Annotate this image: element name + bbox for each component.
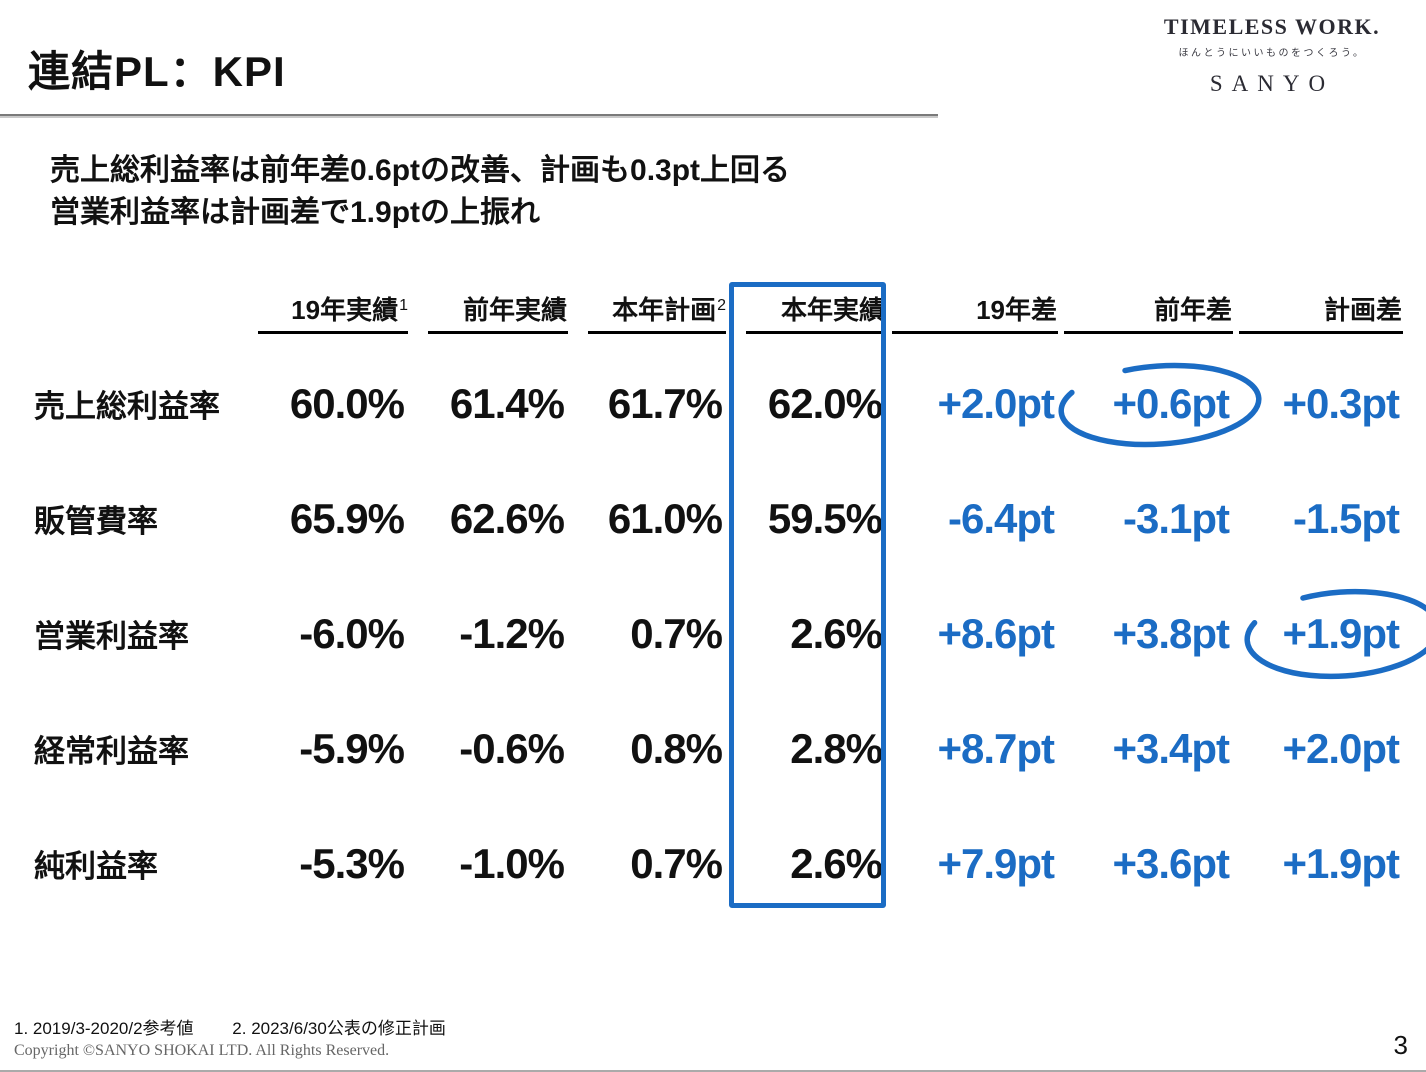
- column-header-plan-diff: 計画差: [1239, 276, 1403, 334]
- table-cell: +7.9pt: [937, 839, 1055, 887]
- copyright-text: Copyright ©SANYO SHOKAI LTD. All Rights …: [14, 1042, 390, 1059]
- table-cell: -3.1pt: [1122, 494, 1230, 542]
- row-label-sga-ratio: 販管費率: [34, 504, 158, 539]
- row-label-net-margin: 純利益率: [34, 849, 158, 884]
- table-cell: 0.7%: [630, 839, 723, 887]
- logo-tagline: ほんとうにいいものをつくろう。: [1178, 48, 1366, 59]
- table-cell: -5.3%: [299, 839, 405, 887]
- table-cell: 62.6%: [449, 494, 565, 542]
- footnote-ref-icon: 2: [717, 297, 726, 314]
- column-header-label: 計画差: [1323, 295, 1402, 325]
- key-message-line1: 売上総利益率は前年差0.6ptの改善、計画も0.3pt上回る: [50, 154, 791, 187]
- table-cell: +3.4pt: [1112, 724, 1230, 772]
- page-number: 3: [1393, 1030, 1408, 1060]
- table-cell: 61.0%: [607, 494, 723, 542]
- table-cell: +8.7pt: [937, 724, 1055, 772]
- table-cell: 2.6%: [790, 609, 883, 657]
- column-header-label: 本年実績: [780, 295, 885, 325]
- table-cell: 2.6%: [790, 839, 883, 887]
- table-cell: -6.0%: [299, 609, 405, 657]
- table-cell: +0.3pt: [1282, 379, 1400, 427]
- row-label-operating-margin: 営業利益率: [34, 619, 189, 654]
- footnote-2: 2. 2023/6/30公表の修正計画: [232, 1019, 446, 1038]
- table-cell: -5.9%: [299, 724, 405, 772]
- column-header-19yr-actual: 19年実績 1: [258, 276, 408, 334]
- title-underline: [0, 114, 938, 118]
- row-label-gross-margin: 売上総利益率: [34, 389, 220, 424]
- column-header-19yr-diff: 19年差: [892, 276, 1058, 334]
- column-header-label: 本年計画: [612, 295, 717, 325]
- column-header-label: 19年実績: [291, 295, 399, 325]
- column-header-label: 19年差: [976, 295, 1057, 325]
- table-cell: 2.8%: [790, 724, 883, 772]
- column-header-current-actual: 本年実績: [746, 276, 886, 334]
- table-cell: +2.0pt: [1282, 724, 1400, 772]
- kpi-table-body: 売上総利益率 60.0% 61.4% 61.7% 62.0% +2.0pt +0…: [28, 346, 1405, 921]
- table-cell: -1.5pt: [1292, 494, 1400, 542]
- table-cell: -1.2%: [459, 609, 565, 657]
- key-message-line2: 営業利益率は計画差で1.9ptの上振れ: [50, 196, 541, 229]
- column-header-spacer: [28, 276, 238, 334]
- brand-logo: TIMELESS WORK. ほんとうにいいものをつくろう。 SANYO: [1142, 14, 1402, 97]
- table-cell: 0.7%: [630, 609, 723, 657]
- column-header-plan: 本年計画 2: [588, 276, 726, 334]
- footnote-1: 1. 2019/3-2020/2参考値: [14, 1019, 194, 1038]
- footnotes: 1. 2019/3-2020/2参考値 2. 2023/6/30公表の修正計画: [14, 1014, 446, 1039]
- table-cell-circled: +0.6pt: [1112, 379, 1230, 427]
- page-title: 連結PL：KPI: [28, 48, 286, 95]
- column-header-prev-diff: 前年差: [1064, 276, 1233, 334]
- table-cell: +2.0pt: [937, 379, 1055, 427]
- table-cell: +8.6pt: [937, 609, 1055, 657]
- table-cell: +3.8pt: [1112, 609, 1230, 657]
- table-cell: -0.6%: [459, 724, 565, 772]
- table-cell: 59.5%: [767, 494, 883, 542]
- key-message: 売上総利益率は前年差0.6ptの改善、計画も0.3pt上回る 営業利益率は計画差…: [50, 150, 790, 234]
- column-header-label: 前年差: [1153, 295, 1232, 325]
- table-cell: 65.9%: [289, 494, 405, 542]
- table-cell: +1.9pt: [1282, 839, 1400, 887]
- footnote-ref-icon: 1: [399, 297, 408, 314]
- column-header-label: 前年実績: [462, 295, 567, 325]
- logo-sanyo: SANYO: [1209, 71, 1335, 96]
- table-cell: 61.7%: [607, 379, 723, 427]
- row-label-ordinary-margin: 経常利益率: [34, 734, 189, 769]
- table-cell: 0.8%: [630, 724, 723, 772]
- column-header-prev-actual: 前年実績: [428, 276, 568, 334]
- kpi-table-header: 19年実績 1 前年実績 本年計画 2 本年実績 19年差 前年差 計画差: [28, 276, 1405, 334]
- table-cell: +3.6pt: [1112, 839, 1230, 887]
- table-cell: 60.0%: [289, 379, 405, 427]
- table-cell: 61.4%: [449, 379, 565, 427]
- table-cell: 62.0%: [767, 379, 883, 427]
- table-cell: -6.4pt: [947, 494, 1055, 542]
- table-cell-circled: +1.9pt: [1282, 609, 1400, 657]
- logo-timeless-work: TIMELESS WORK.: [1163, 14, 1381, 39]
- table-cell: -1.0%: [459, 839, 565, 887]
